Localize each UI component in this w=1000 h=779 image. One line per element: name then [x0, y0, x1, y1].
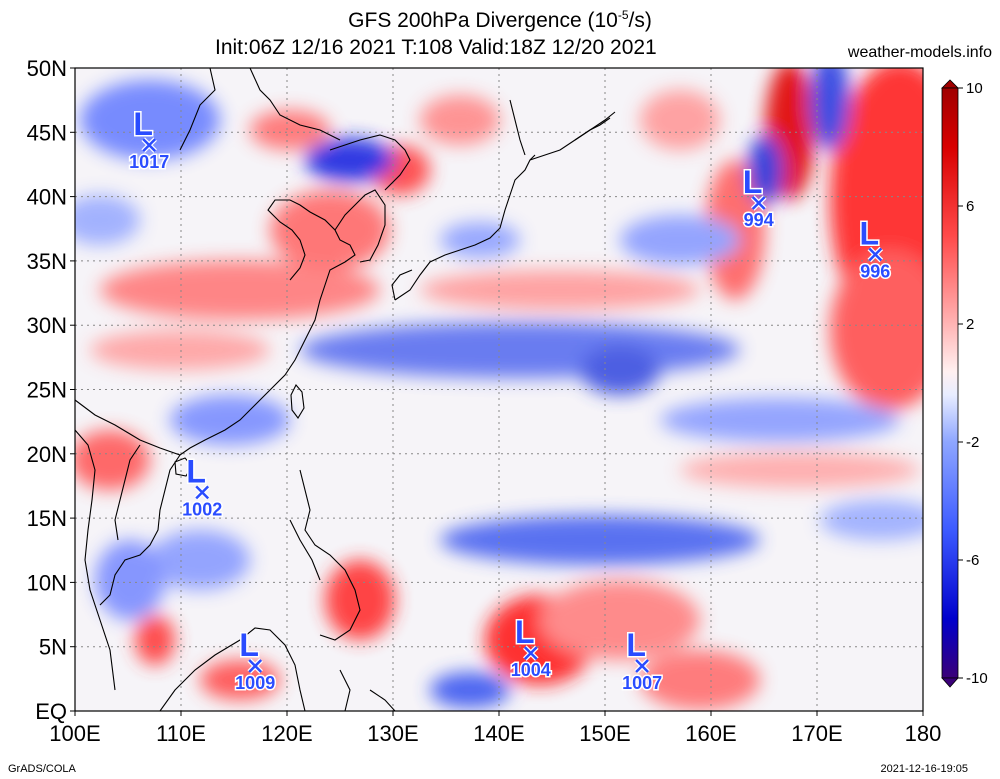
low-center-mark: [523, 646, 538, 661]
x-tick-label: 140E: [473, 721, 524, 746]
gridlines: [75, 68, 923, 711]
low-pressure-value: 994: [744, 210, 774, 230]
y-tick-label: 5N: [39, 635, 67, 660]
low-symbol: L: [743, 164, 763, 200]
low-symbol: L: [515, 614, 535, 650]
colorbar-label: -6: [966, 552, 979, 569]
low-symbol: L: [860, 215, 880, 251]
low-marker: L 994: [741, 163, 775, 232]
y-tick-label: EQ: [35, 699, 67, 724]
y-tick-label: 50N: [27, 56, 67, 81]
low-center-mark: [751, 196, 766, 210]
y-tick-label: 40N: [27, 185, 67, 210]
x-tick-label: 170E: [791, 721, 842, 746]
low-pressure-value: 1007: [622, 673, 662, 693]
colorbar-label: 6: [966, 198, 974, 215]
y-tick-label: 10N: [27, 570, 67, 595]
x-tick-label: 180: [905, 721, 942, 746]
colorbar-label: -2: [966, 434, 979, 451]
low-pressure-value: 1009: [235, 673, 275, 693]
x-tick-label: 130E: [367, 721, 418, 746]
low-marker: L 996: [858, 214, 892, 283]
map-subtitle: Init:06Z 12/16 2021 T:108 Valid:18Z 12/2…: [215, 36, 657, 59]
x-tick-label: 150E: [579, 721, 630, 746]
y-tick-label: 35N: [27, 249, 67, 274]
y-axis: EQ 5N 10N 15N 20N 25N 30N 35N 40N 45N 50N: [27, 56, 75, 724]
y-tick-label: 15N: [27, 506, 67, 531]
low-marker: L 1007: [621, 625, 664, 694]
website-label: weather-models.info: [847, 44, 992, 61]
x-tick-label: 120E: [261, 721, 312, 746]
x-tick-label: 110E: [156, 721, 206, 746]
colorbar-bottom-arrow: [941, 677, 959, 688]
low-pressure-value: 1002: [182, 499, 222, 519]
x-tick-label: 100E: [49, 721, 100, 746]
x-tick-label: 160E: [685, 721, 736, 746]
divergence-field: [75, 68, 923, 710]
low-marker: L 1004: [509, 613, 552, 682]
low-symbol: L: [133, 106, 153, 142]
low-center-mark: [142, 138, 157, 153]
low-marker: L 1009: [234, 625, 277, 694]
low-center-mark: [248, 659, 263, 673]
low-center-mark: [868, 247, 883, 262]
colorbar-strip: [941, 87, 959, 679]
footer-timestamp: 2021-12-16-19:05: [880, 763, 968, 775]
low-pressure-value: 1004: [511, 660, 551, 680]
low-pressure-value: 1017: [129, 152, 169, 172]
low-symbol: L: [186, 453, 206, 489]
low-center-mark: [195, 485, 210, 500]
x-axis: 100E 110E 120E 130E 140E 150E 160E 170E 180: [49, 711, 941, 746]
y-tick-label: 45N: [27, 120, 67, 145]
low-pressure-value: 996: [860, 261, 890, 281]
y-tick-label: 30N: [27, 313, 67, 338]
y-tick-label: 25N: [27, 378, 67, 403]
colorbar-label: -10: [966, 670, 988, 687]
low-center-mark: [635, 659, 649, 673]
low-marker: L 1002: [181, 452, 224, 521]
colorbar: 10 6 2 -2 -6 -10: [941, 79, 988, 688]
colorbar-label: 2: [966, 316, 974, 333]
map-title: GFS 200hPa Divergence (10-5/s): [348, 8, 652, 32]
y-tick-label: 20N: [27, 442, 67, 467]
low-pressure-markers: L 1017 L 1002 L 1009 L 1004 L 1007 L 994 L 996: [128, 105, 892, 695]
low-symbol: L: [239, 627, 259, 663]
colorbar-labels: 10 6 2 -2 -6 -10: [958, 80, 988, 687]
colorbar-top-arrow: [941, 79, 959, 89]
colorbar-label: 10: [966, 80, 983, 97]
coastlines: [75, 68, 616, 711]
low-marker: L 1017: [128, 105, 171, 174]
footer-software: GrADS/COLA: [8, 763, 76, 775]
low-symbol: L: [626, 627, 646, 663]
